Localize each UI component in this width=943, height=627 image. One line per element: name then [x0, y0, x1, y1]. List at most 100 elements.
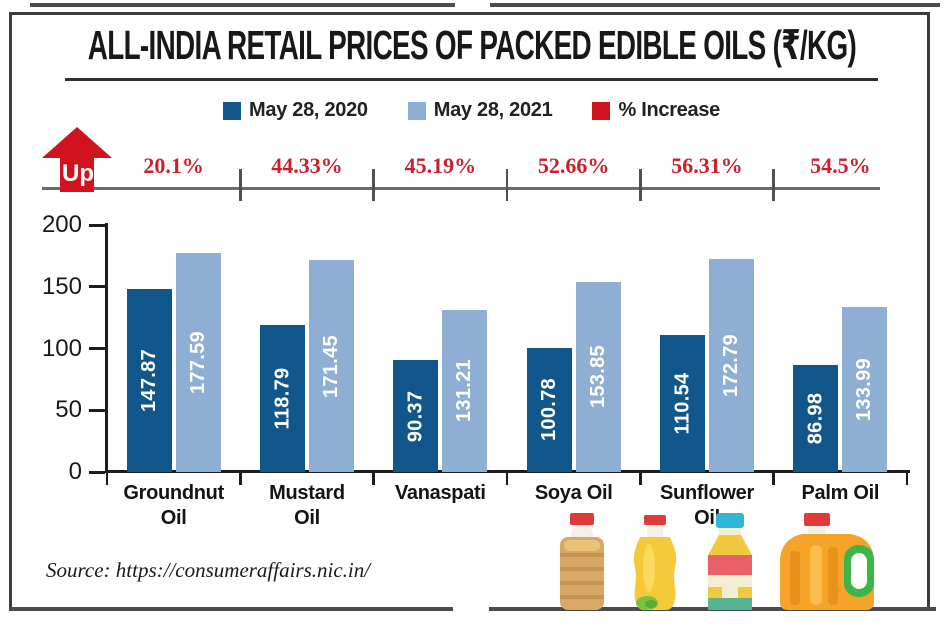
bar-may-28-2021-sunflower-oil: 172.79: [709, 258, 754, 472]
bar-value-text: 133.99: [853, 357, 876, 421]
x-axis-tick: [372, 470, 375, 485]
bar-may-28-2020-mustard-oil: 118.79: [260, 325, 305, 472]
bar-may-28-2020-sunflower-oil: 110.54: [660, 335, 705, 472]
category-label-line: Oil: [294, 507, 320, 529]
bar-value-label: 133.99: [842, 307, 887, 472]
bar-value-label: 110.54: [660, 335, 705, 472]
bar-may-28-2021-soya-oil: 153.85: [575, 281, 621, 472]
bar-value-text: 147.87: [137, 349, 160, 413]
bar-may-28-2021-groundnut-oil: 177.59: [175, 252, 221, 472]
x-axis-tick: [905, 470, 909, 485]
increase-pct-label: 20.1%: [143, 153, 204, 178]
bar-value-text: 90.37: [404, 390, 427, 442]
oil-bottle-3: [708, 513, 752, 610]
category-label-soya-oil: Soya Oil: [507, 481, 640, 506]
chart-legend: May 28, 2020 May 28, 2021 % Increase: [0, 99, 943, 122]
legend-swatch-icon: [407, 101, 426, 120]
y-tick-label: 0: [68, 458, 82, 485]
legend-item-may-28-2020: May 28, 2020: [223, 99, 368, 122]
bar-may-28-2020-groundnut-oil: 147.87: [126, 289, 172, 472]
category-label-line: Vanaspati: [394, 482, 486, 504]
legend-swatch-icon: [592, 101, 611, 120]
title-rule: [65, 78, 878, 81]
bar-value-text: 131.21: [453, 359, 476, 423]
bar-value-label: 177.59: [176, 253, 221, 472]
increase-separator-tick: [239, 169, 242, 201]
y-tick-label: 200: [41, 211, 82, 238]
bar-value-text: 172.79: [720, 333, 743, 397]
y-axis-tick: [89, 223, 105, 227]
category-label-line: Soya Oil: [534, 482, 613, 504]
x-axis-tick: [505, 470, 509, 485]
increase-pct-label: 45.19%: [404, 153, 477, 178]
category-label-line: Oil: [160, 507, 187, 529]
bar-value-text: 177.59: [186, 330, 209, 394]
legend-label: May 28, 2020: [249, 99, 368, 121]
oil-bottle-1: [560, 513, 604, 610]
increase-separator-tick: [772, 169, 775, 201]
y-axis-tick: [89, 347, 105, 350]
category-label-vanaspati: Vanaspati: [374, 481, 507, 506]
category-label-line: Mustard: [269, 482, 345, 504]
legend-swatch-icon: [223, 101, 242, 120]
category-label-groundnut-oil: Groundnut Oil: [107, 481, 240, 531]
source-text: Source: https://consumeraffairs.nic.in/: [46, 558, 371, 582]
x-axis-tick: [639, 470, 642, 485]
bar-value-label: 147.87: [127, 289, 172, 472]
y-tick-label: 50: [55, 396, 82, 424]
bar-value-text: 86.98: [804, 392, 827, 445]
up-arrow-shape: [42, 127, 112, 192]
chart-title: ALL-INDIA RETAIL PRICES OF PACKED EDIBLE…: [87, 22, 856, 68]
infographic-frame: [9, 12, 930, 608]
bar-value-label: 100.78: [527, 348, 572, 472]
category-label-line: Oil: [694, 507, 720, 529]
top-rule-right: [490, 3, 940, 7]
category-label-line: Groundnut: [123, 482, 224, 504]
bar-may-28-2020-vanaspati: 90.37: [393, 360, 439, 472]
y-tick-label: 100: [41, 334, 82, 362]
y-axis-tick: [89, 470, 105, 474]
y-axis-tick: [89, 285, 105, 289]
increase-row-line: [42, 187, 880, 190]
legend-label: May 28, 2021: [433, 99, 553, 121]
bar-value-label: 171.45: [309, 260, 354, 472]
legend-label: % Increase: [618, 99, 720, 121]
bar-value-text: 100.78: [537, 378, 560, 442]
category-label-line: Palm Oil: [801, 482, 880, 504]
category-label-mustard-oil: Mustard Oil: [240, 481, 373, 531]
legend-item-may-28-2021: May 28, 2021: [407, 99, 553, 122]
increase-separator-tick: [505, 169, 509, 201]
up-arrow-label: Up: [62, 160, 94, 187]
y-axis: [105, 223, 108, 472]
increase-separator-tick: [639, 169, 642, 201]
bar-may-28-2021-mustard-oil: 171.45: [309, 260, 354, 472]
x-axis-tick: [239, 470, 242, 485]
oil-bottle-4: [780, 513, 874, 610]
up-arrow-icon: Up: [42, 127, 112, 192]
increase-pct-label: 44.33%: [271, 153, 343, 178]
y-axis-tick: [89, 408, 105, 412]
bar-value-label: 90.37: [393, 360, 438, 472]
bar-may-28-2020-palm-oil: 86.98: [793, 364, 839, 472]
title-wrap: ALL-INDIA RETAIL PRICES OF PACKED EDIBLE…: [0, 21, 943, 69]
bar-value-label: 172.79: [709, 259, 754, 472]
bar-value-text: 153.85: [586, 345, 609, 409]
category-label-sunflower-oil: Sunflower Oil: [640, 481, 773, 531]
oil-bottles-illustration: [560, 513, 874, 610]
y-tick-label: 150: [41, 272, 82, 300]
increase-pct-label: 52.66%: [537, 153, 610, 178]
bar-value-text: 110.54: [671, 372, 693, 435]
bar-value-label: 153.85: [576, 282, 621, 472]
bar-value-text: 171.45: [320, 334, 343, 398]
category-label-palm-oil: Palm Oil: [774, 481, 907, 506]
bar-may-28-2020-soya-oil: 100.78: [526, 347, 572, 472]
category-label-line: Sunflower: [660, 482, 754, 504]
x-axis-tick: [105, 470, 109, 485]
bar-value-label: 118.79: [260, 325, 305, 472]
bar-may-28-2021-vanaspati: 131.21: [442, 309, 488, 472]
increase-pct-label: 56.31%: [671, 153, 743, 178]
increase-separator-tick: [372, 169, 375, 201]
x-axis-tick: [772, 470, 775, 485]
